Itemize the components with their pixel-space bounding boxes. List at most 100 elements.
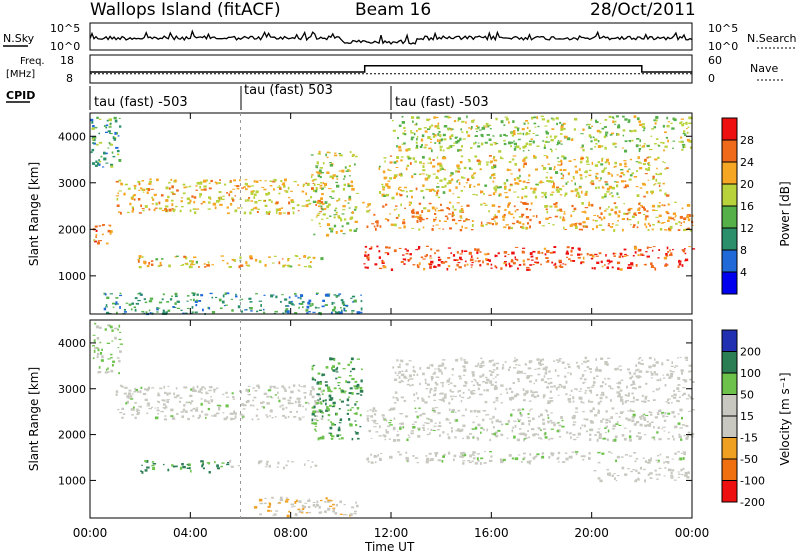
data-cell <box>396 398 399 402</box>
data-cell <box>347 183 350 186</box>
data-cell <box>137 180 141 184</box>
data-cell <box>521 215 524 218</box>
data-cell <box>398 187 400 190</box>
data-cell <box>532 250 536 253</box>
data-cell <box>463 361 467 364</box>
data-cell <box>528 436 531 439</box>
data-cell <box>349 361 353 364</box>
data-cell <box>94 225 98 228</box>
data-cell <box>225 404 229 408</box>
data-cell <box>329 505 333 507</box>
colorbar-swatch <box>722 228 737 251</box>
data-cell <box>463 220 466 222</box>
data-cell <box>395 216 399 219</box>
data-cell <box>633 452 637 454</box>
data-cell <box>446 147 450 150</box>
data-cell <box>320 197 323 201</box>
data-cell <box>494 254 497 258</box>
data-cell <box>113 116 117 120</box>
data-cell <box>613 252 617 255</box>
data-cell <box>635 479 638 482</box>
data-cell <box>593 470 597 472</box>
data-cell <box>340 437 344 440</box>
data-cell <box>346 412 349 415</box>
data-cell <box>221 300 225 304</box>
data-cell <box>128 389 132 392</box>
data-cell <box>574 451 579 453</box>
data-cell <box>484 184 488 187</box>
data-cell <box>605 396 608 399</box>
data-cell <box>490 160 493 163</box>
data-cell <box>571 223 575 226</box>
nsky-label: N.Sky <box>3 32 35 45</box>
data-cell <box>403 186 407 189</box>
data-cell <box>485 414 488 416</box>
data-cell <box>618 424 622 426</box>
data-cell <box>296 204 300 207</box>
data-cell <box>447 383 450 385</box>
data-cell <box>547 383 551 385</box>
data-cell <box>449 138 452 140</box>
data-cell <box>148 407 152 410</box>
data-cell <box>319 187 323 189</box>
data-cell <box>636 478 640 481</box>
data-cell <box>459 161 463 164</box>
data-cell <box>581 261 585 264</box>
data-cell <box>351 211 354 214</box>
data-cell <box>507 205 510 208</box>
data-cell <box>518 428 522 430</box>
data-cell <box>483 389 486 392</box>
data-cell <box>632 383 636 385</box>
data-cell <box>443 395 447 399</box>
colorbar-tick-label: 20 <box>740 178 754 191</box>
data-cell <box>109 230 113 233</box>
data-cell <box>658 145 661 147</box>
data-cell <box>435 376 440 378</box>
data-cell <box>454 136 458 138</box>
data-cell <box>544 253 547 256</box>
data-cell <box>677 229 681 231</box>
data-cell <box>546 386 549 388</box>
data-cell <box>593 376 595 379</box>
data-cell <box>270 294 274 298</box>
data-cell <box>203 188 207 191</box>
data-cell <box>503 213 506 216</box>
data-cell <box>587 399 590 403</box>
data-cell <box>328 203 331 206</box>
data-cell <box>575 452 578 456</box>
data-cell <box>608 418 611 420</box>
data-cell <box>439 164 443 168</box>
data-cell <box>453 208 457 211</box>
data-cell <box>556 429 560 433</box>
data-cell <box>598 216 602 219</box>
data-cell <box>437 196 441 199</box>
data-cell <box>285 406 288 409</box>
data-cell <box>611 186 615 190</box>
data-cell <box>141 180 144 182</box>
data-cell <box>97 162 100 166</box>
data-cell <box>614 367 618 371</box>
data-cell <box>600 260 603 264</box>
data-cell <box>476 251 479 254</box>
data-cell <box>557 386 560 389</box>
data-cell <box>187 464 190 466</box>
data-cell <box>510 260 514 263</box>
data-cell <box>306 183 310 186</box>
data-cell <box>139 405 142 408</box>
data-cell <box>514 246 519 248</box>
data-cell <box>464 361 469 364</box>
data-cell <box>148 300 153 303</box>
data-cell <box>150 260 154 262</box>
data-cell <box>595 177 599 180</box>
data-cell <box>327 507 331 511</box>
data-cell <box>583 418 586 420</box>
data-cell <box>325 384 329 387</box>
data-cell <box>681 124 684 127</box>
data-cell <box>487 414 490 416</box>
data-cell <box>588 368 592 370</box>
data-cell <box>415 141 418 144</box>
data-cell <box>390 161 393 163</box>
data-cell <box>203 263 206 265</box>
data-cell <box>610 416 614 419</box>
data-cell <box>310 219 314 221</box>
